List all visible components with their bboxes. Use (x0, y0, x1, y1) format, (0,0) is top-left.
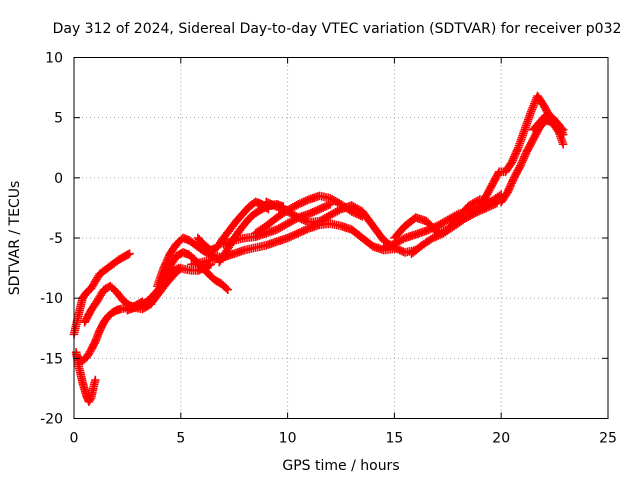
axis-ticks: 0 5 10 15 20 25 -20 -15 -10 -5 0 5 10 (40, 51, 617, 447)
chart-title: Day 312 of 2024, Sidereal Day-to-day VTE… (53, 21, 622, 37)
x-tick-label: 15 (385, 431, 403, 447)
series-arc-19 (528, 110, 568, 139)
y-tick-label: 10 (45, 51, 63, 67)
x-tick-label: 10 (279, 431, 297, 447)
data-point (123, 250, 133, 259)
series-arc-7 (153, 233, 233, 291)
series-arc-13 (261, 197, 421, 257)
series-arc-16 (407, 198, 502, 258)
data-point (125, 249, 134, 258)
y-tick-label: 0 (54, 171, 63, 187)
y-tick-label: -20 (40, 412, 63, 428)
data-point (223, 285, 233, 295)
y-tick-label: -5 (49, 231, 63, 247)
grid (74, 57, 608, 419)
y-tick-label: -15 (40, 351, 63, 367)
x-tick-label: 5 (176, 431, 185, 447)
y-axis-label: SDTVAR / TECUs (7, 181, 23, 296)
y-tick-label: -10 (40, 291, 63, 307)
x-tick-label: 0 (70, 431, 79, 447)
data-point (558, 139, 568, 149)
data-points (69, 91, 568, 406)
data-point (91, 375, 100, 385)
data-point (558, 130, 568, 139)
series-arc-17 (475, 91, 568, 213)
data-point (492, 198, 502, 208)
x-axis-label: GPS time / hours (282, 458, 399, 474)
x-tick-label: 25 (599, 431, 617, 447)
y-tick-label: 5 (54, 111, 63, 127)
x-tick-label: 20 (492, 431, 510, 447)
